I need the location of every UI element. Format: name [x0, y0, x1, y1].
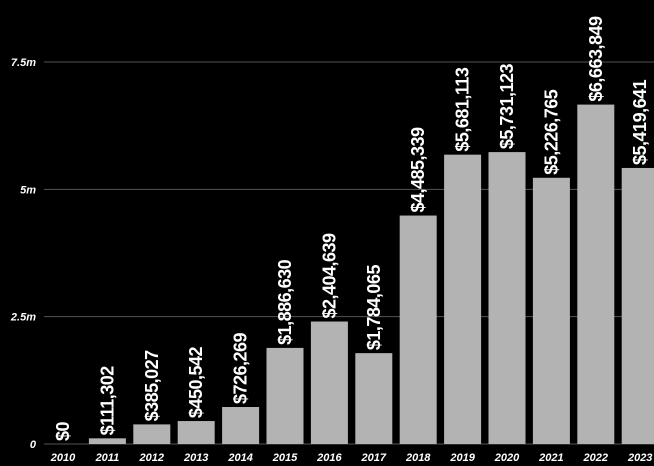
data-label: $726,269 — [231, 332, 251, 404]
data-label: $0 — [53, 421, 73, 441]
bar — [577, 104, 615, 445]
bar — [444, 154, 482, 445]
data-label: $385,027 — [142, 350, 162, 422]
y-tick-label: 0 — [30, 439, 37, 451]
bar — [399, 215, 437, 444]
bar — [488, 152, 526, 445]
data-label: $6,663,849 — [586, 16, 606, 102]
bar — [266, 347, 304, 444]
data-label: $1,784,065 — [364, 265, 384, 351]
data-label: $5,681,113 — [453, 67, 473, 152]
y-tick-label: 7.5m — [11, 57, 36, 69]
x-tick-label: 2016 — [316, 452, 342, 464]
data-label: $1,886,630 — [275, 259, 295, 345]
bar — [177, 421, 215, 444]
y-tick-label: 5m — [20, 184, 36, 196]
x-tick-label: 2017 — [361, 452, 387, 464]
y-axis-ticks: 0 2.5m 5m 7.5m — [10, 57, 37, 451]
x-tick-label: 2014 — [227, 452, 252, 464]
data-label: $4,485,339 — [408, 127, 428, 213]
x-tick-label: 2022 — [583, 452, 608, 464]
x-tick-label: 2013 — [183, 452, 208, 464]
bar — [88, 438, 126, 444]
x-tick-label: 2015 — [272, 452, 298, 464]
bar — [310, 321, 348, 444]
data-label: $5,731,123 — [497, 64, 517, 150]
data-labels: $0 $111,302 $385,027 $450,542 $726,269 $1,886… — [53, 16, 650, 441]
data-label: $450,542 — [186, 346, 206, 418]
data-label: $5,419,641 — [630, 79, 650, 165]
x-tick-label: 2020 — [494, 452, 520, 464]
x-axis-labels: 2010 2011 2012 2013 2014 2015 2016 2017 2018 2019… — [50, 452, 653, 464]
bar — [133, 424, 171, 444]
y-tick-label: 2.5m — [10, 312, 36, 324]
x-tick-label: 2011 — [95, 452, 120, 464]
x-tick-label: 2012 — [139, 452, 164, 464]
data-label: $111,302 — [97, 366, 117, 436]
x-tick-label: 2018 — [405, 452, 431, 464]
bars — [88, 104, 654, 445]
bar — [355, 353, 393, 444]
bar — [621, 167, 654, 444]
x-tick-label: 2021 — [538, 452, 563, 464]
x-tick-label: 2019 — [449, 452, 475, 464]
bar — [222, 407, 260, 444]
x-tick-label: 2010 — [50, 452, 76, 464]
x-tick-label: 2023 — [627, 452, 652, 464]
data-label: $5,226,765 — [541, 89, 561, 175]
bar — [532, 177, 570, 444]
data-label: $2,404,639 — [319, 233, 339, 319]
